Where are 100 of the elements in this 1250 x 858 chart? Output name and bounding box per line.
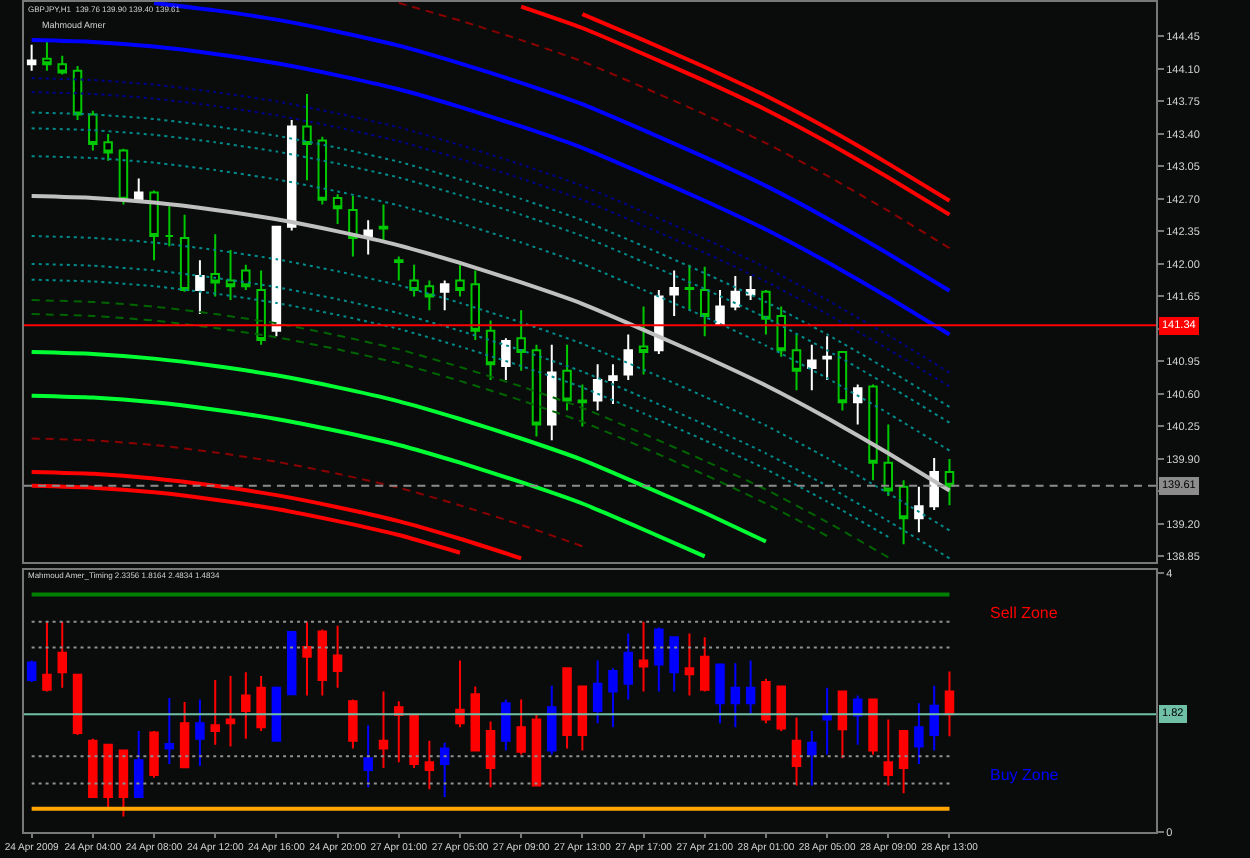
line-series: [519, 4, 952, 217]
line-series: [29, 469, 524, 561]
line-series: [29, 350, 768, 544]
candlestick: [516, 309, 526, 372]
candlestick: [179, 213, 190, 293]
candlestick: [791, 716, 802, 787]
candlestick: [103, 743, 113, 810]
candlestick: [715, 288, 725, 328]
candlestick: [883, 718, 894, 787]
candlestick: [470, 269, 481, 342]
line-series: [30, 437, 584, 548]
candlestick: [72, 673, 83, 736]
candlestick: [822, 335, 832, 381]
candlestick: [822, 686, 832, 756]
candlestick: [837, 690, 848, 760]
annotation: Sell Zone: [990, 604, 1059, 622]
candlestick: [516, 698, 526, 756]
candlestick: [133, 730, 144, 799]
candlestick: [179, 700, 190, 769]
candlestick: [577, 383, 588, 428]
candlestick: [149, 730, 159, 779]
candlestick: [378, 690, 389, 769]
candlestick: [241, 671, 251, 740]
candlestick: [929, 684, 939, 752]
candlestick: [547, 343, 557, 442]
candlestick: [684, 263, 695, 312]
candlestick: [944, 457, 955, 507]
candlestick: [608, 363, 618, 406]
candlestick: [485, 720, 496, 789]
candlestick: [286, 118, 297, 232]
candlestick: [944, 670, 955, 738]
candlestick: [26, 659, 37, 683]
candlestick: [164, 205, 175, 248]
candlestick: [623, 632, 633, 701]
candlestick: [852, 383, 863, 426]
candlestick: [898, 730, 909, 795]
candlestick: [42, 620, 52, 693]
candlestick: [730, 662, 741, 729]
candlestick: [852, 694, 863, 746]
line-series: [29, 483, 462, 555]
line-series: [152, 2, 952, 293]
candlestick: [88, 737, 98, 799]
candlestick: [439, 279, 450, 312]
candlestick: [195, 259, 205, 316]
line-series: [29, 393, 707, 559]
candlestick: [394, 255, 404, 282]
candlestick: [57, 54, 67, 76]
line-series: [580, 12, 952, 203]
candlestick: [42, 39, 52, 72]
candlestick: [424, 279, 435, 312]
candlestick: [470, 685, 481, 752]
candlestick: [378, 203, 389, 242]
candlestick: [363, 724, 373, 789]
line-series: [30, 235, 951, 532]
candlestick: [317, 135, 328, 206]
candlestick: [807, 343, 817, 392]
candlestick: [256, 675, 266, 733]
candlestick: [88, 109, 98, 152]
candlestick: [761, 288, 771, 336]
candlestick: [394, 700, 404, 764]
candlestick: [332, 624, 343, 689]
candlestick: [225, 248, 236, 302]
candlestick: [883, 423, 894, 498]
candlestick: [638, 620, 649, 693]
candlestick: [501, 337, 511, 381]
line-series: [30, 155, 951, 452]
candlestick: [133, 177, 144, 201]
candlestick: [776, 305, 786, 358]
candlestick: [332, 193, 343, 225]
candlestick: [562, 343, 572, 412]
candlestick: [271, 225, 282, 338]
candlestick: [638, 305, 649, 376]
candlestick: [776, 685, 786, 733]
candlestick: [286, 631, 297, 696]
candlestick: [485, 319, 496, 381]
line-series: [29, 38, 952, 337]
candlestick: [623, 333, 633, 381]
line-series: [397, 2, 951, 250]
candlestick: [715, 663, 725, 725]
candlestick: [699, 636, 710, 693]
candlestick: [302, 92, 312, 182]
candlestick: [439, 741, 450, 799]
candlestick: [455, 263, 465, 298]
candlestick: [455, 659, 465, 729]
candlestick: [210, 233, 220, 298]
candlestick: [103, 132, 113, 162]
candlestick: [669, 269, 679, 317]
candlestick: [409, 714, 419, 769]
candlestick: [745, 659, 756, 716]
candlestick: [577, 685, 588, 752]
candlestick: [791, 333, 802, 392]
candlestick: [745, 274, 756, 302]
candlestick: [898, 479, 909, 546]
candlestick: [547, 684, 557, 756]
candlestick: [348, 698, 358, 750]
line-series: [30, 313, 829, 537]
candlestick: [684, 632, 695, 697]
candlestick: [914, 702, 924, 766]
candlestick: [57, 620, 67, 689]
candlestick: [363, 219, 373, 256]
